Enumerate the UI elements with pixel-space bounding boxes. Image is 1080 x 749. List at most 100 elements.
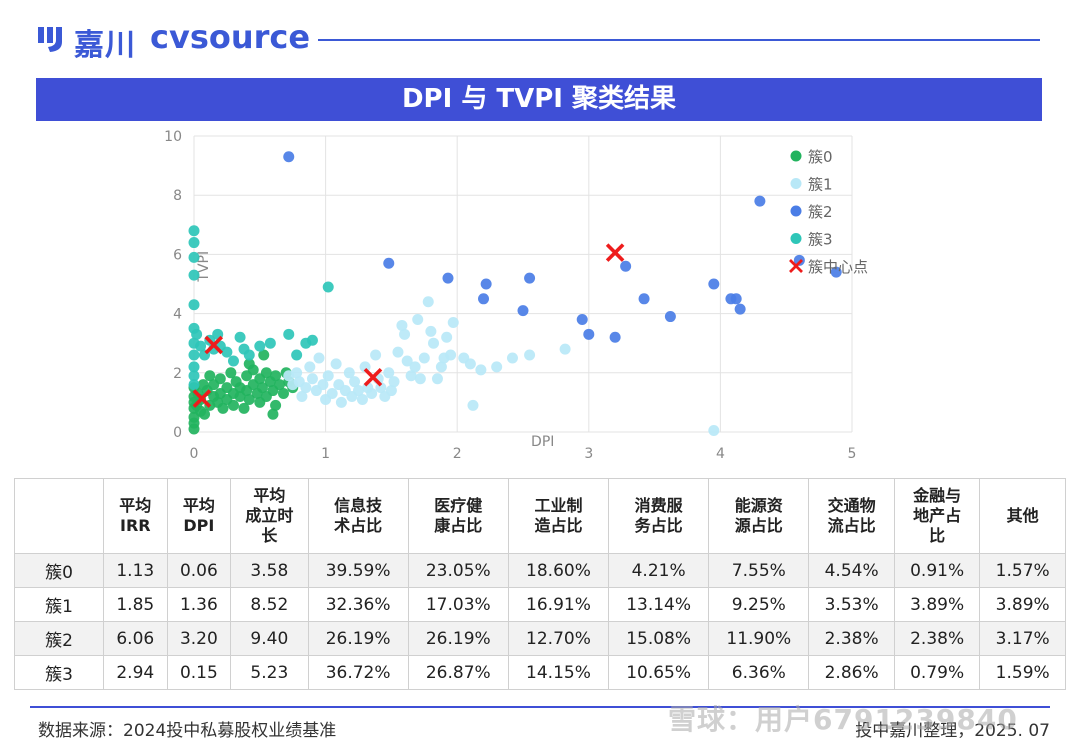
legend-label: 簇2 bbox=[808, 203, 833, 221]
table-cell: 1.59% bbox=[979, 655, 1066, 690]
data-point bbox=[260, 367, 272, 379]
legend-marker bbox=[790, 150, 802, 162]
table-cell: 0.91% bbox=[893, 553, 981, 588]
table-cell: 39.59% bbox=[307, 553, 409, 588]
data-point bbox=[221, 346, 233, 358]
data-point bbox=[254, 340, 266, 352]
watermark: 雪球：用户6791239840 bbox=[668, 703, 1018, 736]
data-point bbox=[291, 367, 303, 379]
data-point bbox=[388, 376, 400, 388]
table-cell: 0.06 bbox=[166, 553, 232, 588]
data-point bbox=[754, 195, 766, 207]
y-tick-label: 2 bbox=[173, 366, 182, 382]
data-point bbox=[199, 408, 211, 420]
x-tick-label: 3 bbox=[584, 446, 593, 462]
cvsource-logo-icon bbox=[38, 27, 62, 52]
data-point bbox=[188, 299, 200, 311]
data-point bbox=[524, 272, 536, 284]
table-cell: 0.15 bbox=[166, 655, 232, 690]
table-header-cell: 平均 DPI bbox=[166, 478, 232, 554]
data-point bbox=[409, 361, 421, 373]
data-point bbox=[326, 388, 338, 400]
table-cell: 3.17% bbox=[979, 621, 1066, 656]
data-point bbox=[401, 355, 413, 367]
data-point bbox=[708, 425, 720, 437]
table-header-cell: 信息技 术占比 bbox=[307, 478, 409, 554]
data-point bbox=[793, 254, 805, 266]
x-tick-label: 0 bbox=[190, 446, 199, 462]
data-point bbox=[225, 367, 237, 379]
data-point bbox=[188, 370, 200, 382]
x-tick-label: 4 bbox=[716, 446, 725, 462]
table-cell: 簇1 bbox=[14, 587, 104, 622]
y-tick-label: 6 bbox=[173, 247, 182, 263]
brand-name-cn: 嘉川 bbox=[74, 28, 136, 63]
table-header-cell bbox=[14, 478, 104, 554]
legend-marker bbox=[789, 259, 803, 273]
table-cell: 3.89% bbox=[979, 587, 1066, 622]
table-cell: 26.19% bbox=[407, 621, 509, 656]
data-point bbox=[734, 303, 746, 315]
data-point bbox=[524, 349, 536, 361]
data-point bbox=[664, 311, 676, 323]
data-point bbox=[188, 225, 200, 237]
cluster-center-marker bbox=[605, 243, 625, 262]
data-point bbox=[442, 272, 454, 284]
data-point bbox=[428, 337, 440, 349]
data-point bbox=[317, 379, 329, 391]
legend-marker bbox=[790, 205, 802, 217]
data-point bbox=[188, 379, 200, 391]
table-row: 簇3 2.94 0.15 5.23 36.72% 26.87% 14.15% 10.65% 6.… bbox=[14, 655, 1066, 690]
data-point bbox=[214, 373, 226, 385]
data-point bbox=[304, 361, 316, 373]
table-cell: 2.38% bbox=[893, 621, 981, 656]
x-tick-label: 2 bbox=[453, 446, 462, 462]
data-point bbox=[243, 393, 255, 405]
table-cell: 2.94 bbox=[103, 655, 168, 690]
legend-label: 簇0 bbox=[808, 148, 833, 166]
data-point bbox=[274, 379, 286, 391]
table-cell: 11.90% bbox=[708, 621, 810, 656]
table-cell: 3.20 bbox=[166, 621, 232, 656]
table-cell: 4.21% bbox=[608, 553, 710, 588]
data-point bbox=[730, 293, 742, 305]
data-point bbox=[464, 358, 476, 370]
data-point bbox=[277, 388, 289, 400]
data-point bbox=[195, 340, 207, 352]
table-cell: 1.57% bbox=[979, 553, 1066, 588]
table-cell: 9.25% bbox=[708, 587, 810, 622]
credit-note: 投中嘉川整理，2025. 07 bbox=[855, 721, 1050, 741]
table-cell: 26.87% bbox=[407, 655, 509, 690]
table-cell: 13.14% bbox=[608, 587, 710, 622]
data-point bbox=[370, 349, 382, 361]
table-header-cell: 消费服 务占比 bbox=[608, 478, 710, 554]
legend-marker bbox=[790, 178, 802, 189]
data-point bbox=[204, 370, 216, 382]
data-point bbox=[447, 316, 459, 328]
data-point bbox=[431, 373, 443, 385]
table-cell: 簇3 bbox=[14, 655, 104, 690]
data-point bbox=[188, 349, 200, 361]
table-cell: 5.23 bbox=[230, 655, 309, 690]
table-cell: 3.53% bbox=[808, 587, 895, 622]
table-cell: 18.60% bbox=[507, 553, 610, 588]
data-point bbox=[638, 293, 650, 305]
data-point bbox=[322, 370, 334, 382]
table-header-cell: 能源资 源占比 bbox=[708, 478, 810, 554]
table-header-cell: 其他 bbox=[979, 478, 1066, 554]
data-point bbox=[583, 328, 595, 340]
footer-divider bbox=[30, 706, 1050, 708]
data-point bbox=[708, 278, 720, 290]
data-point bbox=[396, 319, 408, 331]
data-point bbox=[291, 349, 303, 361]
data-point bbox=[609, 331, 621, 343]
data-point bbox=[258, 349, 270, 361]
data-point bbox=[399, 328, 411, 340]
y-tick-label: 8 bbox=[173, 188, 182, 204]
data-point bbox=[191, 328, 203, 340]
table-cell: 2.38% bbox=[808, 621, 895, 656]
data-point bbox=[188, 269, 200, 281]
data-point bbox=[383, 257, 395, 269]
data-point bbox=[478, 293, 490, 305]
x-tick-label: 5 bbox=[848, 446, 857, 462]
